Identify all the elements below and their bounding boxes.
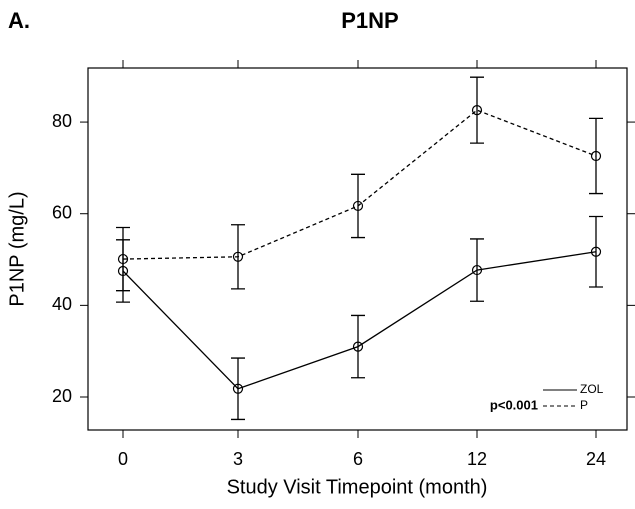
point — [117, 253, 129, 265]
series-line — [122, 251, 597, 390]
point — [352, 200, 364, 212]
y-tick-label: 80 — [52, 111, 72, 131]
point — [471, 105, 483, 116]
point — [471, 264, 483, 276]
error-bar — [470, 76, 484, 144]
x-tick-label: 3 — [233, 449, 243, 469]
error-bar — [351, 173, 365, 239]
x-tick-label: 6 — [353, 449, 363, 469]
point — [232, 251, 244, 262]
x-tick-label: 12 — [467, 449, 487, 469]
legend-label: ZOL — [580, 382, 604, 396]
error-bar — [231, 224, 245, 290]
error-bar — [116, 226, 130, 292]
annotation: p<0.001 — [490, 397, 538, 412]
y-axis-label: P1NP (mg/L) — [6, 191, 28, 306]
series-line — [122, 109, 597, 260]
error-bar — [351, 314, 365, 379]
panel-label: A. — [8, 8, 30, 33]
y-tick-label: 60 — [52, 202, 72, 222]
error-bar — [470, 238, 484, 302]
y-tick-label: 20 — [52, 386, 72, 406]
error-bar — [589, 117, 603, 195]
point — [352, 341, 364, 352]
legend-label: P — [580, 398, 588, 412]
point — [590, 150, 602, 162]
y-tick-label: 40 — [52, 294, 72, 314]
point — [232, 383, 244, 394]
x-tick-label: 24 — [586, 449, 606, 469]
x-axis-label: Study Visit Timepoint (month) — [227, 476, 488, 498]
chart-title: P1NP — [341, 8, 398, 33]
point — [590, 246, 602, 257]
error-bar — [231, 357, 245, 421]
error-bar — [589, 215, 603, 288]
x-tick-label: 0 — [118, 449, 128, 469]
